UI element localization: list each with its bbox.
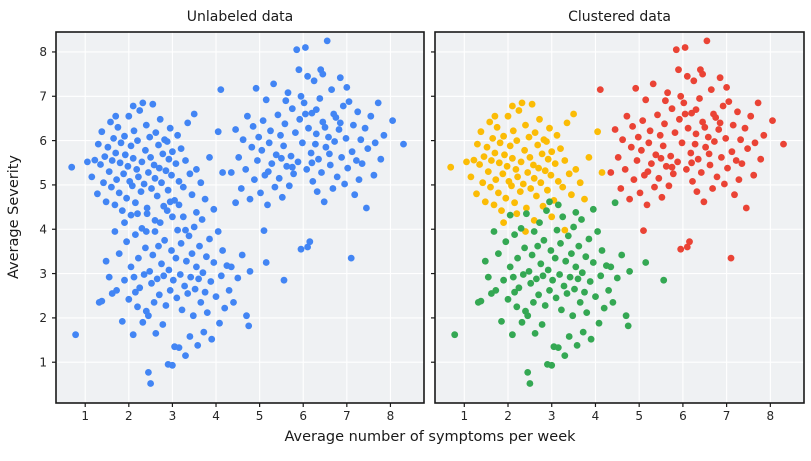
svg-text:8: 8	[387, 409, 395, 423]
svg-text:3: 3	[39, 267, 47, 281]
svg-text:3: 3	[169, 409, 177, 423]
svg-text:1: 1	[39, 355, 47, 369]
clustered-scatter-plot: 1 2 3 4 5 6 7 8	[431, 31, 805, 423]
svg-text:4: 4	[592, 409, 600, 423]
svg-text:6: 6	[39, 134, 47, 148]
svg-text:2: 2	[125, 409, 133, 423]
svg-text:2: 2	[39, 311, 47, 325]
y-axis-label: Average Severity	[6, 154, 22, 280]
unlabeled-scatter-plot: 1 2 3 4 5 6 7 8 1 2 3 4 5 6 7 8	[39, 31, 425, 423]
svg-text:8: 8	[39, 45, 47, 59]
svg-text:6: 6	[679, 409, 687, 423]
svg-text:7: 7	[343, 409, 351, 423]
svg-text:1: 1	[81, 409, 89, 423]
svg-text:7: 7	[723, 409, 731, 423]
left-plot-title: Unlabeled data	[186, 9, 294, 25]
svg-text:8: 8	[767, 409, 775, 423]
svg-text:2: 2	[504, 409, 512, 423]
svg-text:5: 5	[256, 409, 264, 423]
svg-text:1: 1	[460, 409, 468, 423]
svg-text:4: 4	[212, 409, 220, 423]
svg-text:7: 7	[39, 89, 47, 103]
right-plot-title: Clustered data	[568, 9, 671, 25]
svg-text:5: 5	[39, 178, 47, 192]
x-axis-label: Average number of symptoms per week	[284, 429, 576, 445]
svg-text:4: 4	[39, 222, 47, 236]
svg-text:6: 6	[299, 409, 307, 423]
svg-text:3: 3	[548, 409, 556, 423]
svg-text:5: 5	[635, 409, 643, 423]
